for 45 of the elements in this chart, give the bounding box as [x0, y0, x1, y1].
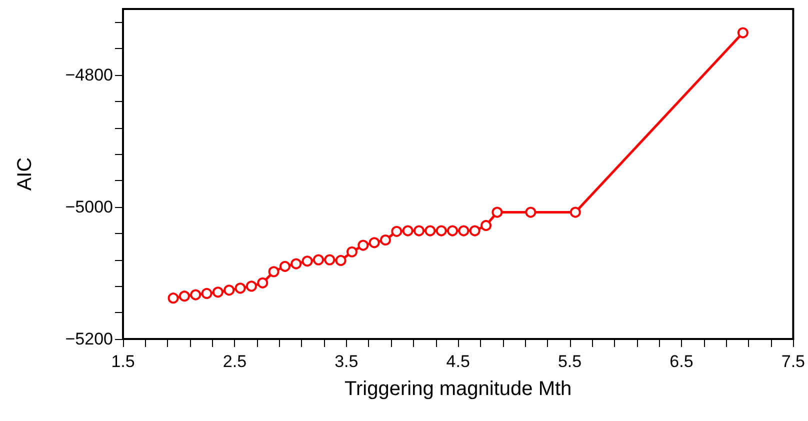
point [447, 225, 458, 236]
point [458, 225, 470, 236]
point [290, 258, 302, 270]
point [391, 226, 402, 237]
x-tick-label: 7.5 [781, 352, 806, 371]
point [246, 280, 257, 292]
point [525, 206, 536, 218]
x-tick-label: 6.5 [670, 352, 694, 371]
point [302, 256, 313, 267]
point [268, 266, 280, 278]
y-tick-label: −5200 [65, 330, 113, 348]
point [424, 225, 436, 236]
x-tick-label: 5.5 [558, 352, 582, 371]
point [312, 254, 324, 266]
x-axis-title: Triggering magnitude Mth [344, 378, 572, 400]
y-axis-title: AIC [14, 157, 36, 191]
point [335, 254, 346, 266]
point [368, 237, 380, 248]
point [380, 234, 391, 246]
point [469, 225, 480, 236]
point [414, 225, 424, 236]
point [570, 206, 581, 218]
point [358, 240, 369, 251]
x-tick-label: 1.5 [111, 352, 135, 371]
x-tick-label: 4.5 [446, 352, 470, 371]
point [178, 290, 190, 302]
point [201, 288, 212, 299]
x-tick-label: 2.5 [222, 352, 247, 371]
point [402, 225, 414, 236]
point [212, 286, 224, 298]
point [480, 220, 492, 231]
y-tick-label: −5000 [65, 198, 113, 216]
point [234, 282, 246, 294]
point [279, 260, 290, 272]
point [257, 277, 268, 288]
point [168, 292, 179, 304]
point [436, 225, 447, 236]
point [492, 206, 503, 218]
y-tick-label: −4800 [65, 66, 113, 84]
point [224, 284, 235, 296]
point [324, 254, 336, 266]
point [737, 27, 748, 38]
point [190, 289, 202, 300]
x-tick-label: 3.5 [334, 352, 358, 371]
point [346, 246, 358, 258]
